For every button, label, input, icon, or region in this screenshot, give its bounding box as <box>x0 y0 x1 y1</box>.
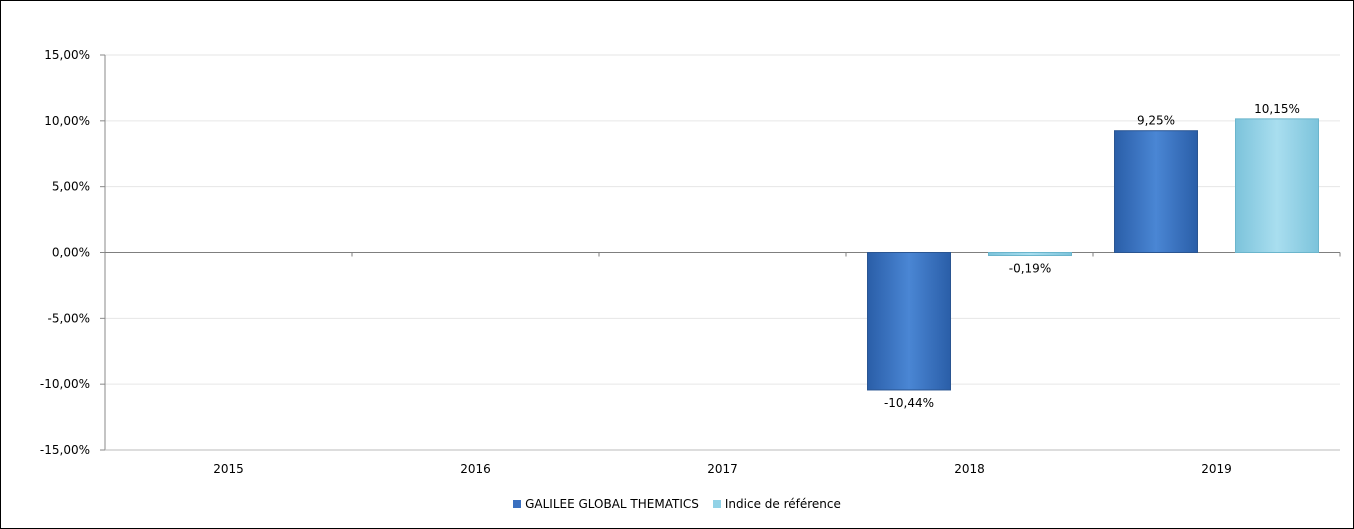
legend-label-benchmark: Indice de référence <box>724 497 841 511</box>
legend-item-fund: GALILEE GLOBAL THEMATICS <box>513 497 699 511</box>
y-tick-label: 10,00% <box>44 114 90 128</box>
x-tick-label: 2015 <box>213 462 244 476</box>
y-tick-label: 15,00% <box>44 48 90 62</box>
data-label: 9,25% <box>1137 114 1175 128</box>
data-label: -10,44% <box>884 396 934 410</box>
legend-swatch-fund <box>513 500 522 508</box>
x-tick-label: 2017 <box>707 462 738 476</box>
legend-item-benchmark: Indice de référence <box>712 497 841 511</box>
bar <box>867 252 951 391</box>
data-label: 10,15% <box>1254 102 1300 116</box>
bar <box>1235 118 1319 253</box>
bar <box>1114 130 1198 253</box>
legend-label-fund: GALILEE GLOBAL THEMATICS <box>525 497 699 511</box>
legend: GALILEE GLOBAL THEMATICS Indice de référ… <box>0 497 1354 511</box>
x-tick-label: 2019 <box>1201 462 1232 476</box>
bar <box>988 252 1072 256</box>
data-label: -0,19% <box>1009 262 1051 276</box>
y-tick-label: -5,00% <box>48 311 90 325</box>
y-tick-label: 0,00% <box>52 246 90 260</box>
x-tick-label: 2018 <box>954 462 985 476</box>
y-tick-label: 5,00% <box>52 180 90 194</box>
y-tick-label: -10,00% <box>40 377 90 391</box>
y-tick-label: -15,00% <box>40 443 90 457</box>
legend-swatch-benchmark <box>712 500 721 508</box>
x-tick-label: 2016 <box>460 462 491 476</box>
